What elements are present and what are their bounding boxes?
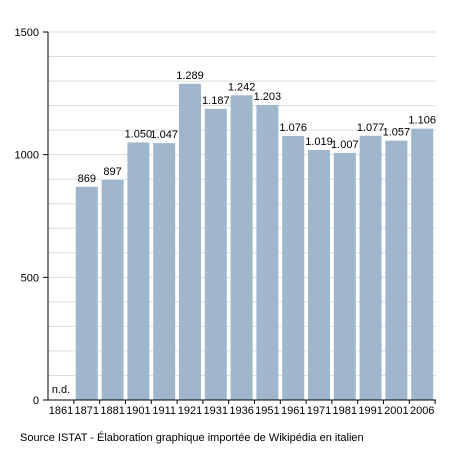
bar-1921 bbox=[179, 83, 201, 401]
data-label-1991: 1.077 bbox=[357, 122, 385, 134]
bar-1871 bbox=[75, 186, 98, 400]
data-label-1881: 897 bbox=[103, 166, 121, 178]
data-label-1971: 1.019 bbox=[305, 136, 333, 148]
x-tick-label-1971: 1971 bbox=[307, 405, 331, 417]
y-tick-label: 1500 bbox=[15, 27, 39, 39]
x-tick-label-1901: 1901 bbox=[126, 405, 150, 417]
bar-1981 bbox=[333, 152, 356, 400]
x-tick-label-1861: 1861 bbox=[49, 405, 73, 417]
x-tick-label-1871: 1871 bbox=[75, 405, 99, 417]
bar-1961 bbox=[282, 136, 305, 400]
data-label-1911: 1.047 bbox=[150, 129, 178, 141]
y-tick-label: 500 bbox=[21, 272, 39, 284]
bar-2006 bbox=[411, 128, 434, 401]
data-label-1931: 1.187 bbox=[202, 95, 230, 107]
bar-1991 bbox=[359, 135, 382, 400]
y-tick-labels: 0 500 1000 1500 bbox=[15, 27, 39, 407]
x-tick-label-1921: 1921 bbox=[178, 405, 202, 417]
y-tick-label: 1000 bbox=[15, 150, 39, 162]
data-label-1951: 1.203 bbox=[254, 91, 282, 103]
x-tick-label-1881: 1881 bbox=[100, 405, 124, 417]
bar-1951 bbox=[256, 104, 279, 400]
x-tick-label-1936: 1936 bbox=[229, 405, 253, 417]
data-label-1921: 1.289 bbox=[176, 70, 204, 82]
x-tick-label-1951: 1951 bbox=[255, 405, 279, 417]
bar-2001 bbox=[385, 140, 408, 400]
data-label-1901: 1.050 bbox=[125, 128, 153, 140]
data-label-1861: n.d. bbox=[52, 384, 70, 396]
x-tick-label-1931: 1931 bbox=[204, 405, 228, 417]
x-tick-label-1911: 1911 bbox=[152, 405, 176, 417]
data-label-1981: 1.007 bbox=[331, 139, 359, 151]
bar-1881 bbox=[101, 179, 124, 400]
data-label-1936: 1.242 bbox=[228, 81, 256, 93]
x-tick-labels: 1861 1871 1881 1901 1911 1921 1931 1936 1951 1961… bbox=[49, 405, 435, 417]
bar-1901 bbox=[127, 142, 150, 400]
x-tick-label-1961: 1961 bbox=[281, 405, 305, 417]
bar-1971 bbox=[308, 150, 330, 400]
data-label-1961: 1.076 bbox=[279, 122, 307, 134]
bar-1936 bbox=[230, 95, 253, 401]
x-tick-label-1981: 1981 bbox=[333, 405, 357, 417]
bar-1931 bbox=[204, 108, 227, 400]
x-tick-label-1991: 1991 bbox=[358, 405, 382, 417]
bars bbox=[75, 83, 434, 401]
data-label-1871: 869 bbox=[78, 173, 96, 185]
y-tick-label: 0 bbox=[33, 395, 39, 407]
bar-1911 bbox=[153, 143, 176, 401]
x-tick-label-2001: 2001 bbox=[384, 405, 408, 417]
source-caption: Source ISTAT - Élaboration graphique imp… bbox=[20, 431, 364, 444]
data-label-2001: 1.057 bbox=[383, 127, 411, 139]
data-label-2006: 1.106 bbox=[408, 115, 436, 127]
axes bbox=[43, 31, 436, 404]
x-tick-label-2006: 2006 bbox=[410, 405, 434, 417]
